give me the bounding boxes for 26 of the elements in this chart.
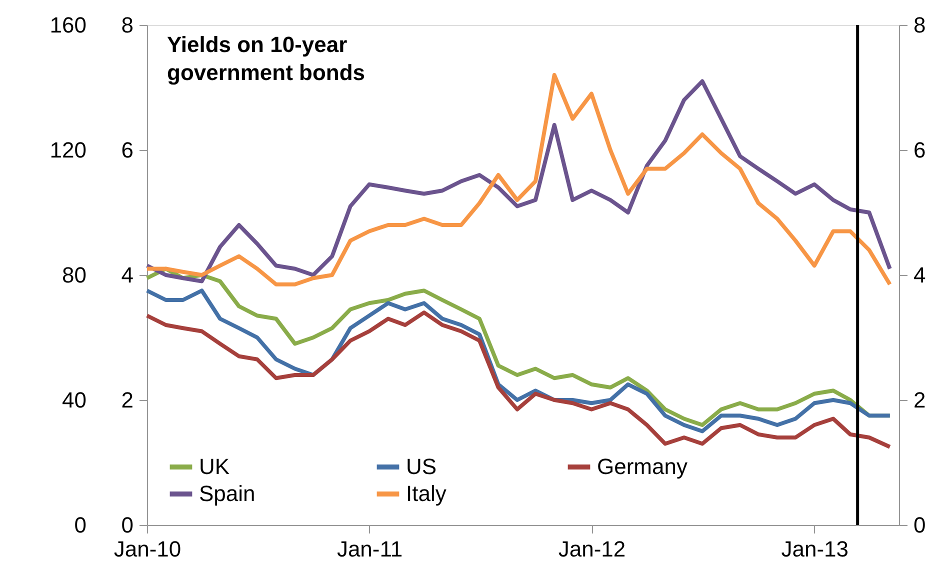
y2-tick-label: 0 bbox=[914, 512, 926, 538]
legend-label: Germany bbox=[597, 454, 688, 479]
x-tick-label: Jan-11 bbox=[336, 536, 403, 562]
legend-label: US bbox=[406, 454, 437, 479]
x-tick-label: Jan-12 bbox=[558, 536, 626, 562]
y-tick-label: 0 bbox=[121, 512, 134, 538]
legend-label: UK bbox=[199, 454, 230, 479]
y3-tick-label: 0 bbox=[74, 512, 86, 538]
legend-label: Italy bbox=[406, 481, 446, 506]
y-tick-label: 8 bbox=[121, 12, 134, 38]
y-tick-label: 6 bbox=[121, 138, 134, 162]
y2-tick-label: 4 bbox=[914, 262, 926, 288]
y3-tick-label: 160 bbox=[50, 12, 86, 38]
y2-tick-label: 6 bbox=[914, 138, 926, 162]
y3-tick-label: 80 bbox=[62, 262, 86, 288]
y2-tick-label: 2 bbox=[914, 388, 926, 412]
y3-tick-label: 40 bbox=[62, 388, 86, 412]
y-tick-label: 4 bbox=[121, 262, 134, 288]
y3-tick-label: 120 bbox=[50, 138, 86, 162]
legend-label: Spain bbox=[199, 481, 256, 506]
y2-tick-label: 8 bbox=[914, 12, 926, 38]
text: Yields on 10-year government bonds bbox=[167, 32, 366, 85]
x-tick-label: Jan-10 bbox=[114, 536, 182, 562]
y-tick-label: 2 bbox=[121, 388, 134, 412]
line-series bbox=[145, 310, 892, 449]
x-tick-label: Jan-13 bbox=[781, 536, 849, 562]
